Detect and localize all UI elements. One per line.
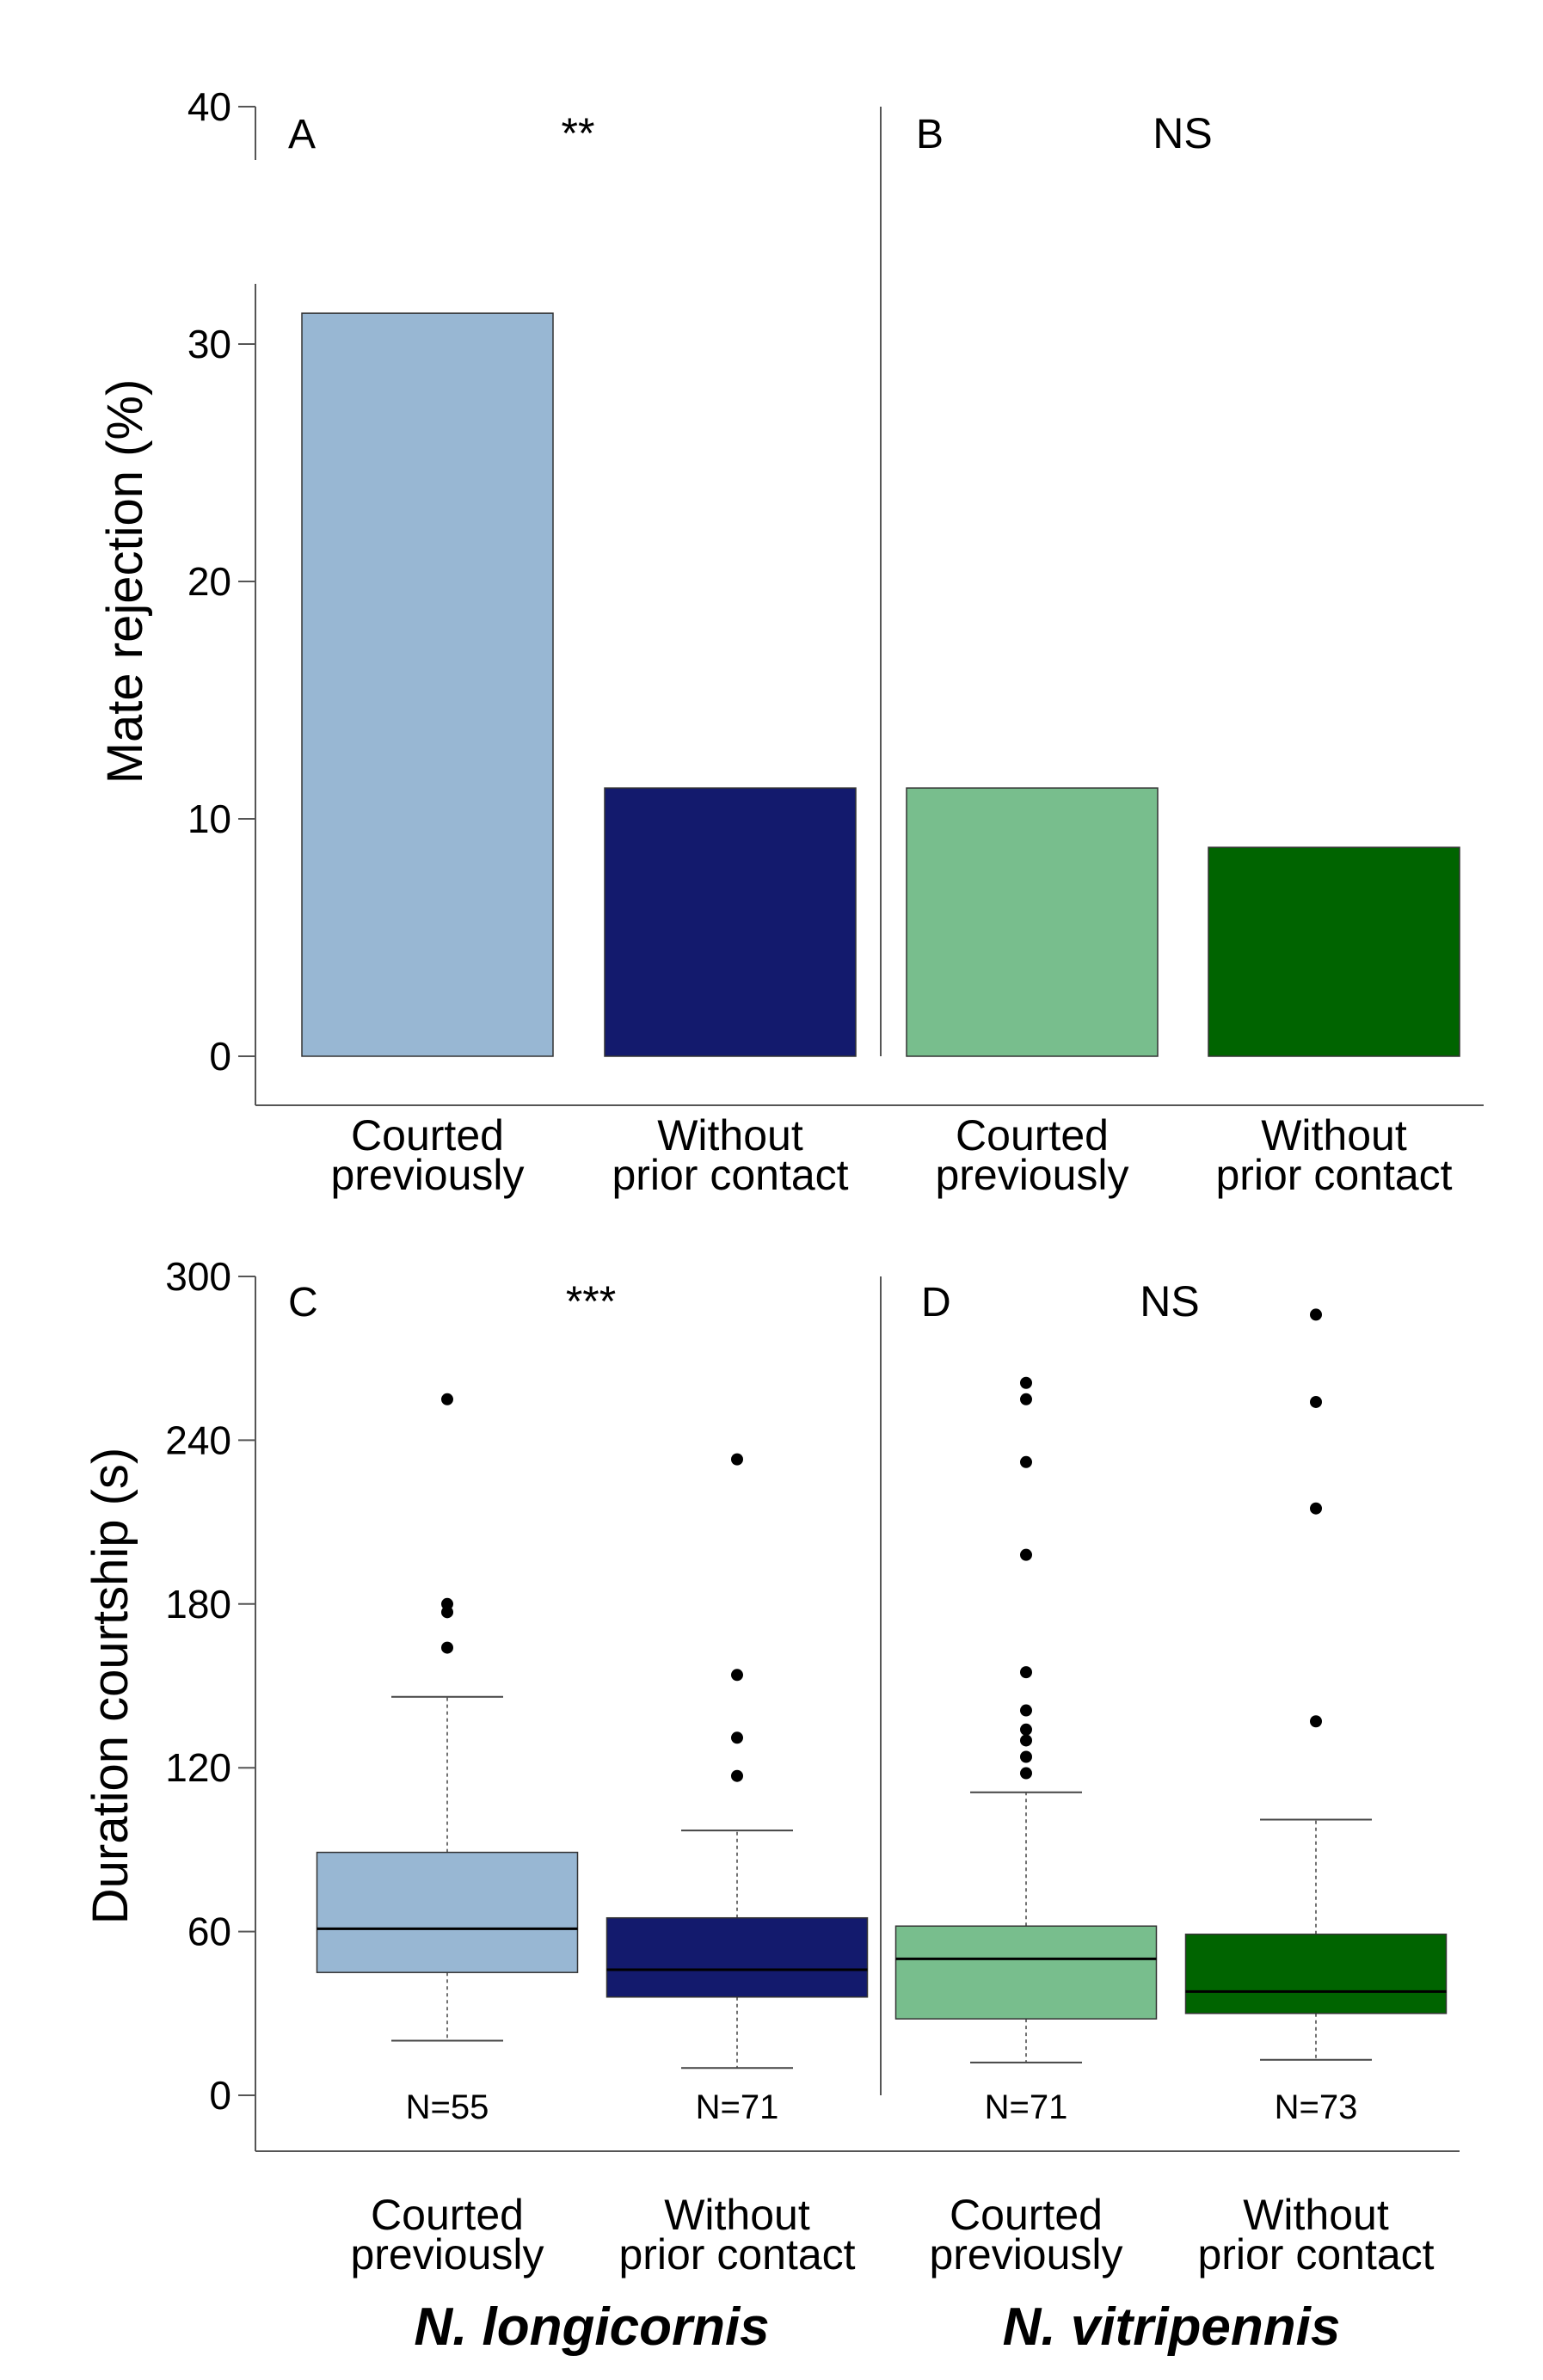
category-label-line: prior contact [1197,2230,1434,2279]
box-0 [316,1393,579,2042]
outlier-point [1310,1715,1322,1728]
category-label-line: prior contact [618,2230,855,2279]
outlier-point [441,1641,453,1654]
outlier-point [441,1597,453,1610]
outlier-point [1020,1666,1032,1679]
box-body [606,1916,869,1998]
panel-letter: B [916,112,944,157]
category-label-line: Courted [950,2191,1103,2239]
y-tick-label: 30 [187,322,231,366]
outlier-point [1310,1502,1322,1515]
y-tick-label: 120 [165,1745,231,1790]
outlier-point [731,1731,743,1744]
y-axis-title: Mate rejection (%) [97,379,153,784]
box-body [894,1925,1158,2020]
category-label-line: Without [664,2191,810,2239]
outlier-point [1020,1393,1032,1405]
category-label-line: previously [330,1151,524,1199]
y-tick-label: 0 [209,2073,231,2118]
category-label-line: Courted [956,1111,1109,1159]
outlier-point [1020,1734,1032,1747]
y-tick-label: 20 [187,559,231,604]
significance-label: NS [1140,1277,1199,1325]
box-body [1184,1934,1448,2014]
outlier-point [1020,1455,1032,1468]
outlier-point [731,1453,743,1466]
significance-label: NS [1153,109,1212,157]
panel-letter: A [288,112,316,157]
sample-size-label: N=73 [1275,2088,1358,2126]
y-tick-label: 10 [187,796,231,841]
category-label-line: Without [1261,1111,1407,1159]
category-label-line: previously [935,1151,1128,1199]
category-label-line: Courted [351,1111,504,1159]
outlier-point [1020,1376,1032,1389]
y-tick-label: 60 [187,1910,231,1954]
box-1 [606,1453,869,2069]
panel-letter: D [921,1280,951,1325]
box-2 [894,1376,1158,2063]
category-label-line: Courted [371,2191,524,2239]
bar [301,312,554,1057]
sample-size-label: N=71 [985,2088,1068,2126]
category-label-line: previously [929,2230,1122,2279]
panel-letter: C [288,1280,318,1325]
y-tick-label: 180 [165,1582,231,1627]
sample-size-label: N=55 [406,2088,489,2126]
category-label-line: previously [350,2230,544,2279]
outlier-point [731,1669,743,1682]
category-label-line: Without [1243,2191,1389,2239]
outlier-point [441,1393,453,1405]
outlier-point [1020,1704,1032,1717]
y-tick-label: 300 [165,1254,231,1299]
outlier-point [1310,1395,1322,1408]
bar [604,787,857,1057]
y-tick-label: 40 [187,84,231,129]
outlier-point [1020,1723,1032,1736]
bar [906,787,1159,1057]
outlier-point [1310,1308,1322,1321]
y-tick-label: 0 [209,1034,231,1079]
y-axis-title: Duration courtship (s) [83,1448,138,1924]
outlier-point [1020,1767,1032,1780]
species-label: N. longicornis [414,2297,769,2357]
courtship-duration-chart: 0 60 120 180 240 300 Duration courtship (s) N=5… [83,1254,1460,2357]
category-label-line: prior contact [612,1151,848,1199]
outlier-point [731,1769,743,1782]
box-body [316,1851,579,1973]
sample-size-label: N=71 [696,2088,779,2126]
significance-label: *** [566,1277,616,1325]
bar [1208,846,1460,1057]
outlier-point [1020,1750,1032,1763]
outlier-point [1020,1548,1032,1561]
box-3 [1184,1308,1448,2061]
y-tick-label: 240 [165,1418,231,1462]
species-label: N. vitripennis [1003,2297,1341,2357]
significance-label: ** [562,109,595,157]
category-label-line: prior contact [1215,1151,1452,1199]
category-label-line: Without [657,1111,803,1159]
